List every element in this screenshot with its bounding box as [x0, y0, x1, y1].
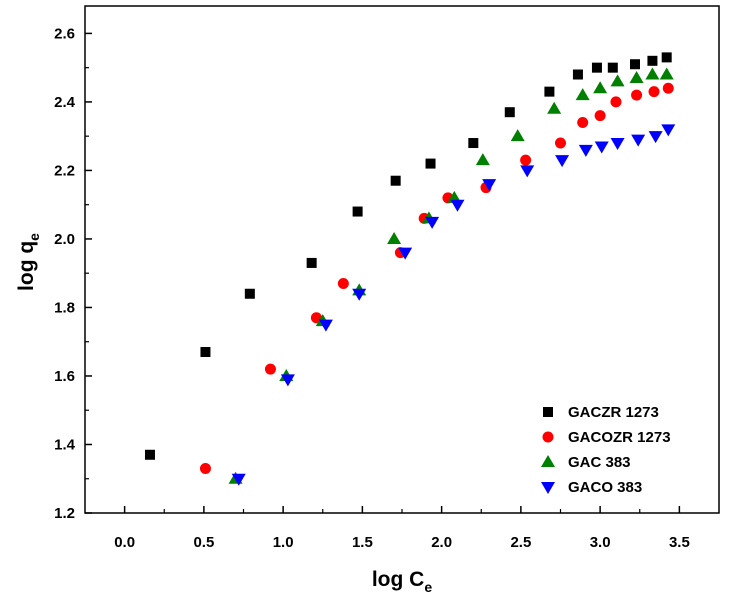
legend-marker — [542, 431, 554, 443]
data-point-gaczr-1273 — [390, 175, 401, 186]
data-points — [144, 52, 676, 486]
data-point-gaczr-1273 — [306, 257, 317, 268]
data-point-gacozr-1273 — [610, 96, 622, 108]
data-point-gacozr-1273 — [337, 277, 349, 289]
legend-marker — [541, 455, 555, 467]
data-point-gaco-383 — [450, 199, 465, 212]
data-point-gacozr-1273 — [594, 110, 606, 122]
data-point-gacozr-1273 — [577, 116, 589, 128]
x-axis-title-main: log C — [372, 568, 425, 591]
data-point-gac-383 — [387, 231, 402, 244]
x-tick-label: 1.5 — [352, 534, 373, 551]
data-point-gac-383 — [575, 88, 590, 101]
data-point-gaczr-1273 — [144, 449, 155, 460]
data-point-gac-383 — [547, 101, 562, 114]
legend-label: GACOZR 1273 — [568, 429, 671, 446]
x-tick-label: 1.0 — [273, 534, 294, 551]
data-point-gacozr-1273 — [520, 154, 532, 166]
data-point-gac-383 — [510, 129, 525, 142]
y-axis-title-sub: e — [26, 233, 42, 241]
y-tick-label: 2.0 — [54, 231, 75, 248]
data-point-gaczr-1273 — [504, 107, 515, 118]
y-axis-ticks: 1.2 1.4 1.6 1.8 2.0 2.2 2.4 2.6 — [54, 25, 92, 522]
x-axis-ticks: 0.0 0.5 1.0 1.5 2.0 2.5 3.0 3.5 — [114, 506, 690, 551]
data-point-gaczr-1273 — [647, 55, 658, 66]
legend-label: GACZR 1273 — [568, 404, 659, 421]
data-point-gac-383 — [629, 70, 644, 83]
data-point-gaco-383 — [482, 179, 497, 192]
data-point-gac-383 — [659, 67, 674, 80]
data-point-gaco-383 — [280, 374, 295, 387]
data-point-gaczr-1273 — [572, 69, 583, 80]
data-point-gaco-383 — [425, 216, 440, 229]
data-point-gac-383 — [610, 74, 625, 87]
data-point-gaczr-1273 — [661, 52, 672, 63]
data-point-gac-383 — [645, 67, 660, 80]
data-point-gaco-383 — [661, 124, 676, 137]
y-tick-label: 2.4 — [54, 94, 76, 111]
data-point-gac-383 — [475, 153, 490, 166]
data-point-gacozr-1273 — [662, 82, 674, 94]
data-point-gaco-383 — [594, 141, 609, 154]
y-tick-label: 2.2 — [54, 162, 75, 179]
data-point-gaco-383 — [520, 165, 535, 178]
data-point-gaczr-1273 — [468, 138, 479, 149]
legend-marker — [543, 407, 553, 417]
x-axis-title-sub: e — [424, 579, 432, 595]
data-point-gaco-383 — [578, 144, 593, 157]
data-point-gac-383 — [593, 81, 608, 94]
x-tick-label: 2.5 — [510, 534, 531, 551]
y-tick-label: 1.4 — [54, 436, 76, 453]
data-point-gaco-383 — [398, 247, 413, 260]
legend: GACZR 1273 GACOZR 1273 GAC 383 GACO 383 — [541, 404, 671, 496]
legend-label: GACO 383 — [568, 479, 642, 496]
data-point-gaczr-1273 — [200, 346, 211, 357]
data-point-gaczr-1273 — [607, 62, 618, 73]
y-axis-title: log qe — [15, 233, 42, 291]
data-point-gacozr-1273 — [264, 363, 276, 375]
data-point-gaco-383 — [555, 155, 570, 168]
data-point-gaco-383 — [648, 131, 663, 144]
x-tick-label: 0.0 — [114, 534, 135, 551]
data-point-gaco-383 — [231, 473, 246, 486]
data-point-gacozr-1273 — [631, 89, 643, 101]
legend-marker — [541, 482, 555, 494]
data-point-gacozr-1273 — [648, 86, 660, 98]
data-point-gaco-383 — [318, 319, 333, 332]
y-tick-label: 2.6 — [54, 25, 75, 42]
y-tick-label: 1.2 — [54, 505, 75, 522]
x-tick-label: 0.5 — [193, 534, 214, 551]
data-point-gaczr-1273 — [544, 86, 555, 97]
data-point-gaco-383 — [631, 134, 646, 147]
x-tick-label: 3.5 — [669, 534, 690, 551]
y-tick-label: 1.6 — [54, 368, 75, 385]
data-point-gaco-383 — [610, 138, 625, 151]
y-tick-label: 1.8 — [54, 299, 75, 316]
data-point-gaczr-1273 — [352, 206, 363, 217]
data-point-gaczr-1273 — [244, 288, 255, 299]
x-axis-title: log Ce — [372, 568, 433, 595]
data-point-gaczr-1273 — [591, 62, 602, 73]
x-tick-label: 2.0 — [431, 534, 452, 551]
y-axis-title-main: log q — [15, 241, 38, 291]
x-tick-label: 3.0 — [590, 534, 611, 551]
data-point-gacozr-1273 — [555, 137, 566, 149]
data-point-gaczr-1273 — [629, 59, 640, 70]
legend-label: GAC 383 — [568, 454, 631, 471]
data-point-gaco-383 — [352, 288, 367, 301]
data-point-gacozr-1273 — [199, 462, 211, 474]
data-point-gaczr-1273 — [425, 158, 436, 169]
